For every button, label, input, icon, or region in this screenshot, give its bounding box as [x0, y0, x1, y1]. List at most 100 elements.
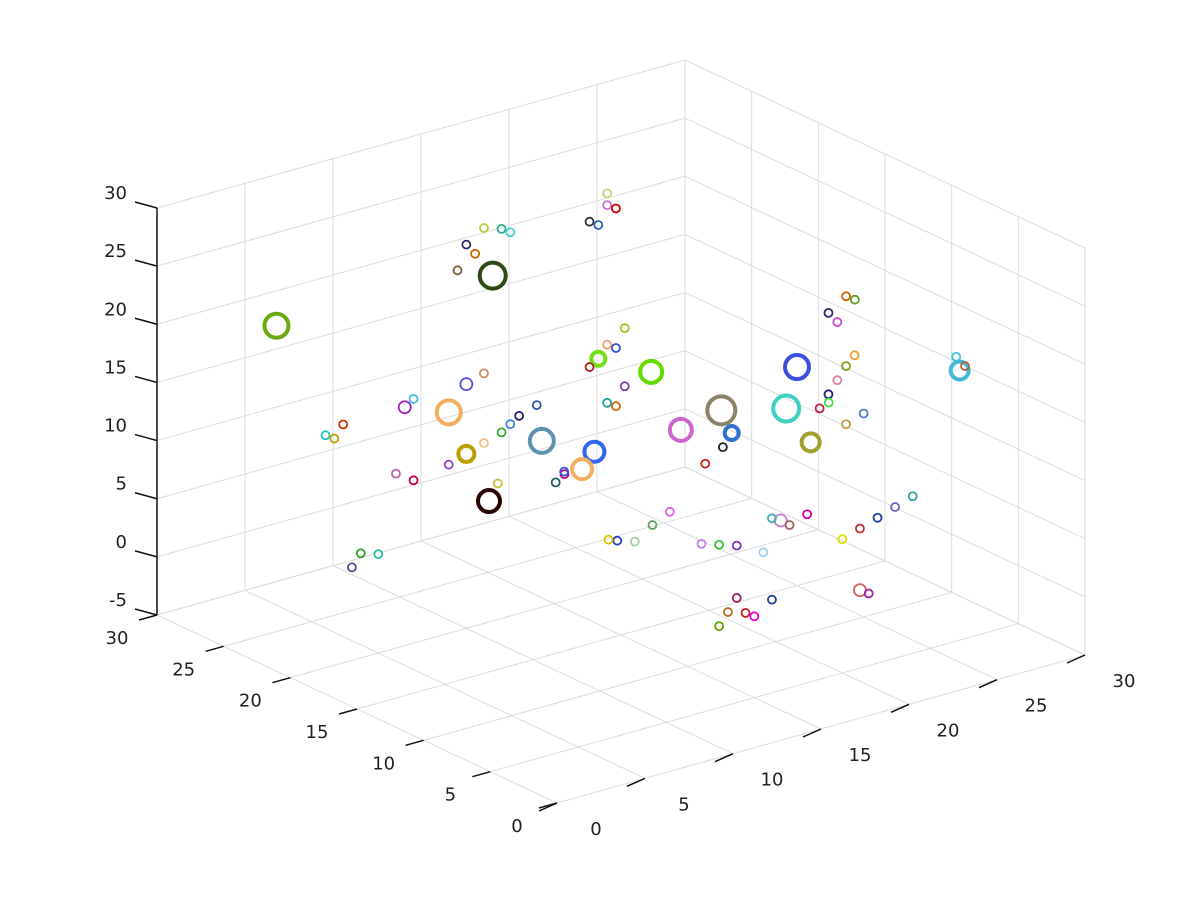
grid-line	[223, 497, 752, 647]
point	[479, 223, 489, 233]
point	[612, 535, 623, 546]
x-tick-label: 10	[761, 770, 784, 791]
grid-line	[490, 623, 1019, 773]
point	[960, 361, 970, 371]
point	[514, 410, 525, 421]
x-tick	[802, 728, 822, 738]
x-tick-label: 0	[590, 819, 601, 840]
point	[603, 534, 614, 545]
x-tick	[714, 752, 734, 763]
point	[647, 520, 658, 530]
z-tick	[134, 608, 158, 616]
point	[262, 311, 291, 340]
point	[783, 353, 811, 382]
point	[731, 593, 742, 603]
z-tick	[134, 375, 158, 384]
y-tick-label: 20	[239, 691, 262, 712]
point	[619, 381, 630, 392]
point	[452, 265, 463, 276]
z-tick	[134, 491, 158, 500]
point	[863, 588, 874, 599]
point	[492, 478, 503, 489]
point	[722, 424, 741, 443]
point	[723, 607, 733, 617]
point	[872, 512, 883, 523]
point	[611, 203, 621, 214]
point	[832, 375, 843, 386]
point	[593, 220, 604, 230]
point	[837, 534, 848, 545]
point	[570, 457, 595, 482]
point	[832, 317, 843, 327]
y-tick	[138, 614, 158, 621]
point	[589, 349, 608, 368]
z-tick	[134, 259, 158, 267]
point	[527, 426, 556, 455]
point	[602, 188, 613, 199]
point	[767, 594, 777, 605]
grid-line	[156, 233, 686, 383]
z-tick-label: 0	[116, 532, 127, 553]
grid-line	[156, 292, 686, 442]
point	[531, 400, 542, 411]
point	[731, 540, 742, 551]
point	[476, 488, 502, 515]
point	[758, 547, 769, 558]
grid-line	[156, 350, 686, 500]
point	[948, 359, 971, 382]
point	[443, 459, 454, 470]
x-tick-label: 15	[849, 745, 872, 766]
z-tick-label: 10	[104, 416, 127, 437]
point	[767, 513, 777, 524]
point	[496, 224, 507, 234]
point	[477, 260, 508, 291]
point	[338, 419, 349, 430]
y-tick	[338, 708, 358, 715]
z-tick	[134, 201, 158, 209]
point	[505, 419, 516, 430]
point	[951, 351, 962, 362]
point	[890, 502, 901, 512]
grid-line	[684, 292, 1086, 482]
point	[505, 227, 516, 238]
point	[700, 458, 711, 469]
x-tick	[890, 703, 910, 714]
point	[496, 427, 507, 438]
point	[408, 475, 419, 486]
point	[470, 248, 481, 259]
point	[397, 400, 412, 415]
grid-line	[684, 59, 1086, 249]
grid-line	[156, 466, 686, 616]
grid-line	[423, 591, 952, 741]
point	[771, 393, 802, 424]
point	[582, 439, 607, 464]
y-tick-label: 30	[106, 628, 129, 649]
point	[705, 394, 738, 427]
point	[456, 443, 477, 464]
point	[696, 538, 707, 549]
point	[329, 433, 340, 444]
z-tick-label: 30	[104, 183, 127, 204]
point	[823, 397, 834, 408]
point	[907, 491, 918, 502]
z-tick-label: 25	[104, 241, 127, 262]
point	[602, 339, 613, 350]
point	[714, 539, 725, 550]
grid-line	[156, 408, 686, 558]
point	[434, 398, 463, 427]
point	[611, 343, 621, 353]
point	[584, 216, 595, 227]
point	[858, 408, 869, 419]
grid-line	[684, 175, 1086, 365]
grid-line	[684, 350, 1086, 540]
point	[602, 200, 613, 211]
x-tick-label: 20	[937, 720, 960, 741]
point	[461, 239, 472, 250]
grid-line	[156, 175, 686, 325]
point	[550, 477, 561, 488]
point	[714, 621, 725, 632]
y-tick-label: 15	[306, 722, 329, 743]
z-tick	[134, 317, 158, 326]
y-tick-label: 10	[372, 753, 395, 774]
y-tick-label: 25	[172, 659, 195, 680]
